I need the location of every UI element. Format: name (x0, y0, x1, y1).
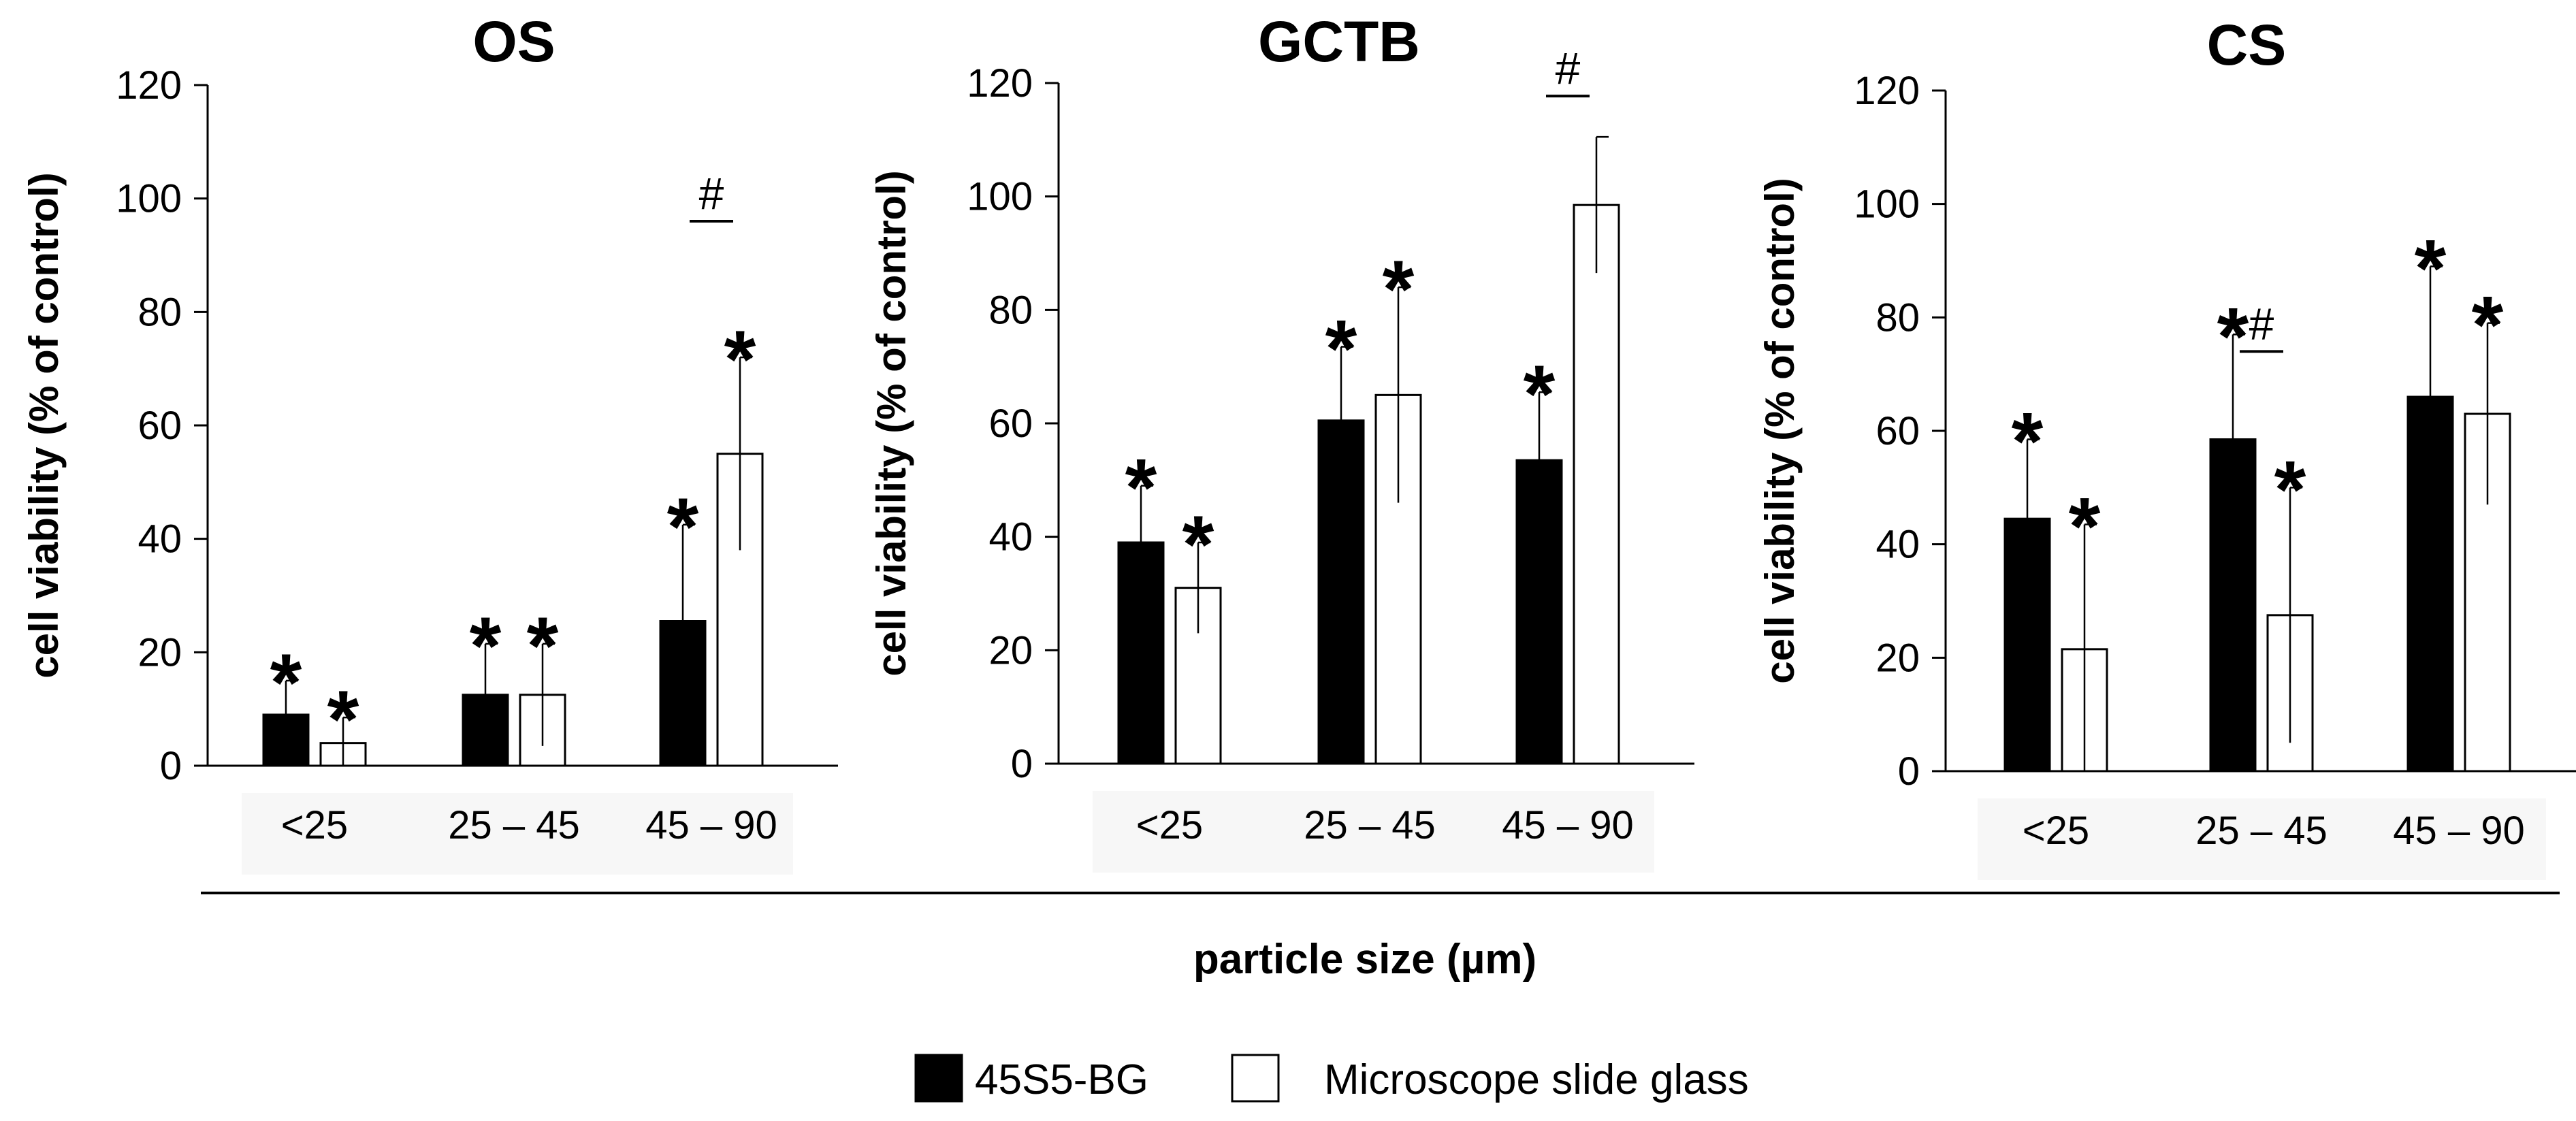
y-tick-label: 60 (988, 402, 1033, 446)
y-tick-label: 120 (967, 61, 1033, 105)
y-tick-label: 100 (967, 175, 1033, 219)
legend-label-45s5-bg: 45S5-BG (975, 1056, 1148, 1103)
legend-swatch-45s5-bg (914, 1054, 963, 1103)
legend-label-microscope-slide-glass: Microscope slide glass (1324, 1056, 1749, 1103)
significance-star: * (1325, 304, 1357, 395)
y-tick-label: 40 (1875, 523, 1920, 567)
category-label: 25 – 45 (1304, 803, 1436, 847)
category-label: 25 – 45 (448, 803, 580, 847)
significance-hash: # (2249, 298, 2274, 348)
y-tick-label: 20 (138, 630, 182, 675)
legend: 45S5-BG Microscope slide glass (914, 1054, 1749, 1103)
y-tick-label: 0 (1011, 742, 1033, 786)
significance-star: * (1125, 442, 1157, 534)
significance-star: * (667, 481, 699, 572)
category-label: 45 – 90 (1502, 803, 1634, 847)
category-label: 25 – 45 (2195, 809, 2328, 853)
significance-star: * (527, 600, 559, 692)
y-tick-label: 80 (1875, 295, 1920, 340)
y-tick-label: 0 (1898, 749, 1920, 794)
significance-star: * (470, 600, 502, 692)
y-tick-label: 80 (138, 290, 182, 334)
significance-star: * (327, 674, 359, 765)
y-tick-label: 120 (1854, 69, 1920, 113)
significance-star: * (270, 637, 302, 728)
chart-title: OS (472, 10, 555, 74)
category-label: <25 (2023, 809, 2089, 853)
y-tick-label: 100 (116, 177, 182, 221)
chart-cs: CS cell viability (% of control) 0 20 40 60 80… (1757, 13, 2576, 880)
category-band (1093, 791, 1654, 873)
significance-star: * (724, 314, 756, 405)
y-tick-label: 40 (138, 517, 182, 562)
significance-star: * (2217, 291, 2249, 382)
bar-microscope-slide-glass (1573, 204, 1620, 765)
significance-star: * (2012, 396, 2044, 487)
chart-panels: OS cell viability (% of control) 0 20 40 60 80… (21, 10, 2576, 880)
legend-swatch-microscope-slide-glass (1231, 1054, 1280, 1103)
chart-title: CS (2207, 13, 2287, 77)
significance-star: * (1182, 499, 1214, 590)
category-label: <25 (1136, 803, 1203, 847)
y-tick-label: 80 (988, 288, 1033, 332)
chart-os: OS cell viability (% of control) 0 20 40 60 80… (21, 10, 838, 875)
category-label: 45 – 90 (2393, 809, 2525, 853)
y-tick-label: 40 (988, 515, 1033, 559)
y-tick-label: 0 (160, 744, 182, 788)
significance-hash: # (1556, 43, 1581, 93)
chart-gctb: GCTB cell viability (% of control) 0 20 40 60… (869, 10, 1694, 873)
significance-star: * (2415, 223, 2447, 314)
x-axis-label: particle size (µm) (1193, 936, 1536, 983)
y-tick-label: 60 (1875, 409, 1920, 453)
y-tick-label: 120 (116, 63, 182, 108)
chart-title: GCTB (1258, 10, 1420, 74)
y-tick-label: 20 (988, 628, 1033, 672)
category-label: <25 (281, 803, 348, 847)
y-tick-label: 60 (138, 404, 182, 448)
significance-star: * (2069, 481, 2101, 572)
y-tick-label: 20 (1875, 636, 1920, 680)
significance-hash: # (699, 168, 724, 218)
category-label: 45 – 90 (645, 803, 777, 847)
significance-star: * (2274, 444, 2306, 535)
y-tick-label: 100 (1854, 182, 1920, 227)
significance-star: * (1524, 348, 1556, 440)
significance-star: * (2472, 280, 2504, 371)
y-axis-label: cell viability (% of control) (21, 172, 67, 678)
y-axis-label: cell viability (% of control) (869, 170, 914, 676)
bar-45s5-bg (1317, 419, 1365, 765)
category-band (242, 793, 793, 875)
category-band (1978, 798, 2546, 880)
y-axis-label: cell viability (% of control) (1757, 178, 1803, 683)
significance-star: * (1383, 244, 1415, 335)
